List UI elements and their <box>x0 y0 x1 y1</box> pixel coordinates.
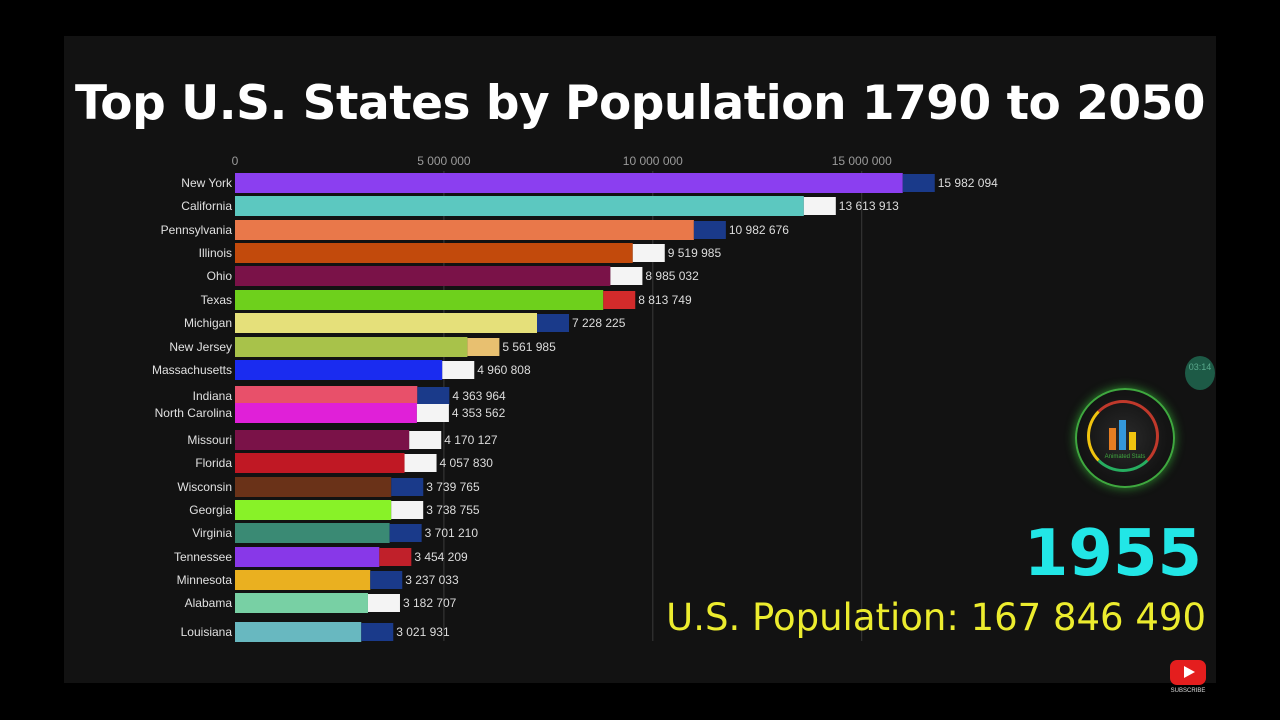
value-label: 3 739 765 <box>426 480 480 494</box>
category-label: Georgia <box>189 503 232 517</box>
value-label: 3 237 033 <box>405 573 459 587</box>
bar <box>235 547 380 567</box>
category-label: Tennessee <box>174 550 232 564</box>
category-label: Indiana <box>193 389 233 403</box>
state-flag-icon <box>389 524 422 542</box>
state-flag-icon <box>367 594 400 612</box>
category-label: Illinois <box>199 246 232 260</box>
bar <box>235 430 410 450</box>
category-label: Wisconsin <box>177 480 232 494</box>
value-label: 3 738 755 <box>426 503 480 517</box>
state-flag-icon <box>632 244 665 262</box>
category-label: Minnesota <box>177 573 233 587</box>
state-flag-icon <box>537 314 570 332</box>
category-label: Ohio <box>207 269 233 283</box>
category-label: Massachusetts <box>152 363 232 377</box>
bar <box>235 593 368 613</box>
bar <box>235 622 362 642</box>
value-label: 9 519 985 <box>668 246 722 260</box>
youtube-subscribe-button[interactable]: SUBSCRIBE <box>1170 660 1206 696</box>
category-label: North Carolina <box>155 406 233 420</box>
state-flag-icon <box>603 291 636 309</box>
state-flag-icon <box>416 404 449 422</box>
bar <box>235 523 390 543</box>
value-label: 3 182 707 <box>403 596 457 610</box>
us-population-label: U.S. Population: 167 846 490 <box>666 596 1206 639</box>
state-flag-icon <box>379 548 412 566</box>
bar <box>235 196 804 216</box>
value-label: 5 561 985 <box>502 340 556 354</box>
state-flag-icon <box>610 267 643 285</box>
bar <box>235 337 468 357</box>
state-flag-icon <box>442 361 475 379</box>
timer-badge: 03:14 <box>1185 356 1215 390</box>
bar <box>235 313 538 333</box>
value-label: 4 363 964 <box>452 389 506 403</box>
bar <box>235 570 371 590</box>
category-label: Louisiana <box>181 625 233 639</box>
bar <box>235 500 392 520</box>
bar <box>235 403 417 423</box>
value-label: 10 982 676 <box>729 223 789 237</box>
value-label: 3 454 209 <box>414 550 468 564</box>
bar <box>235 290 604 310</box>
logo-ring-icon <box>1087 400 1159 472</box>
value-label: 8 985 032 <box>645 269 699 283</box>
value-label: 7 228 225 <box>572 316 626 330</box>
bar <box>235 266 611 286</box>
category-label: Virginia <box>192 526 232 540</box>
category-label: New Jersey <box>169 340 232 354</box>
x-tick-label: 5 000 000 <box>417 154 471 168</box>
category-label: Texas <box>201 293 232 307</box>
x-tick-label: 10 000 000 <box>623 154 683 168</box>
state-flag-icon <box>404 454 437 472</box>
subscribe-label: SUBSCRIBE <box>1170 688 1206 694</box>
state-flag-icon <box>693 221 726 239</box>
play-triangle-icon <box>1184 666 1195 678</box>
value-label: 4 170 127 <box>444 433 498 447</box>
category-label: Michigan <box>184 316 232 330</box>
state-flag-icon <box>409 431 442 449</box>
value-label: 13 613 913 <box>839 199 899 213</box>
state-flag-icon <box>370 571 403 589</box>
category-label: Missouri <box>187 433 232 447</box>
logo-bar-icon <box>1119 420 1126 450</box>
value-label: 8 813 749 <box>638 293 692 307</box>
bar <box>235 243 633 263</box>
bar <box>235 360 443 380</box>
value-label: 3 021 931 <box>396 625 450 639</box>
state-flag-icon <box>417 387 450 405</box>
bar <box>235 173 903 193</box>
bar-chart: 0 5 000 000 10 000 000 15 000 000 New York 15… <box>152 154 998 642</box>
channel-logo[interactable]: Animated Stats <box>1075 388 1175 488</box>
value-label: 3 701 210 <box>425 526 479 540</box>
x-tick-label: 0 <box>232 154 239 168</box>
bar <box>235 453 405 473</box>
bar <box>235 220 694 240</box>
category-label: Alabama <box>185 596 233 610</box>
state-flag-icon <box>902 174 935 192</box>
bar <box>235 477 392 497</box>
category-label: Florida <box>195 456 232 470</box>
state-flag-icon <box>803 197 836 215</box>
bar <box>235 386 418 406</box>
category-label: California <box>181 199 232 213</box>
logo-text: Animated Stats <box>1104 454 1146 460</box>
x-tick-label: 15 000 000 <box>832 154 892 168</box>
state-flag-icon <box>391 501 424 519</box>
category-label: New York <box>181 176 233 190</box>
value-label: 15 982 094 <box>938 176 998 190</box>
state-flag-icon <box>467 338 500 356</box>
value-label: 4 960 808 <box>477 363 531 377</box>
category-label: Pennsylvania <box>161 223 233 237</box>
value-label: 4 353 562 <box>452 406 506 420</box>
state-flag-icon <box>391 478 424 496</box>
chart-title: Top U.S. States by Population 1790 to 20… <box>74 76 1206 131</box>
state-flag-icon <box>361 623 394 641</box>
value-label: 4 057 830 <box>440 456 494 470</box>
logo-bar-icon <box>1109 428 1116 450</box>
logo-bar-icon <box>1129 432 1136 450</box>
year-label: 1955 <box>1023 517 1202 591</box>
video-frame: Top U.S. States by Population 1790 to 20… <box>64 36 1216 683</box>
